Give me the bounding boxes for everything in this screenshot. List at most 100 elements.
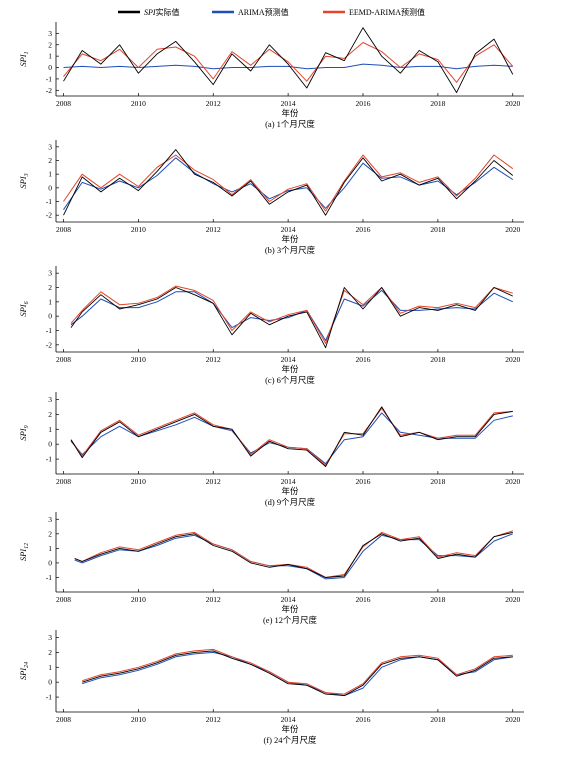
- x-tick-label: 2014: [281, 355, 296, 364]
- y-axis-label: SPI6: [18, 301, 30, 316]
- x-axis-label: 年份: [281, 108, 299, 118]
- x-tick-label: 2010: [131, 355, 146, 364]
- x-tick-label: 2012: [206, 595, 221, 604]
- y-tick-label: 1: [48, 544, 52, 553]
- x-tick-label: 2018: [430, 595, 445, 604]
- series-line-2: [74, 530, 513, 578]
- x-tick-label: 2016: [356, 99, 371, 108]
- y-tick-label: 2: [48, 283, 52, 292]
- y-tick-label: 0: [48, 440, 52, 449]
- x-tick-label: 2018: [430, 225, 445, 234]
- chart-panel-c: 3 2 1 0 -1 -2 2008 2010 2012 2014 2016 2018 2020 SPI6…: [18, 266, 524, 385]
- legend-label-rest: 实际值: [156, 7, 180, 17]
- x-tick-label: 2016: [356, 715, 371, 724]
- y-tick-label: -1: [46, 197, 52, 206]
- series-line-1: [70, 289, 514, 341]
- x-tick-label: 2010: [131, 99, 146, 108]
- y-axis-label: SPI24: [18, 662, 30, 680]
- series-line-2: [70, 285, 513, 344]
- y-tick-label: 3: [48, 395, 52, 404]
- panel-caption: (c) 6个月尺度: [265, 375, 315, 385]
- legend-label-1: ARIMA预测值: [238, 7, 289, 17]
- y-axis-label-base: SPI: [18, 53, 28, 66]
- x-tick-label: 2018: [430, 477, 445, 486]
- x-tick-label: 2016: [356, 477, 371, 486]
- y-tick-label: -2: [46, 340, 52, 349]
- x-tick-label: 2010: [131, 477, 146, 486]
- x-tick-label: 2008: [56, 99, 71, 108]
- y-tick-label: 2: [48, 410, 52, 419]
- y-tick-label: -1: [46, 326, 52, 335]
- panel-caption: (f) 24个月尺度: [263, 735, 317, 745]
- y-axis-label-base: SPI: [18, 303, 28, 316]
- y-tick-label: 2: [48, 648, 52, 657]
- x-tick-label: 2014: [281, 99, 296, 108]
- x-tick-label: 2008: [56, 225, 71, 234]
- x-tick-label: 2008: [56, 715, 71, 724]
- y-tick-label: -1: [46, 74, 52, 83]
- panel-caption: (d) 9个月尺度: [265, 497, 316, 507]
- y-tick-label: -1: [46, 573, 52, 582]
- x-axis-label: 年份: [281, 604, 299, 614]
- x-tick-label: 2008: [56, 477, 71, 486]
- chart-panel-d: 3 2 1 0 -1 2008 2010 2012 2014 2016 2018 2020 SPI9 年份…: [18, 392, 524, 507]
- legend-label-italic: SPI: [144, 8, 156, 17]
- y-tick-label: 1: [48, 52, 52, 61]
- x-tick-label: 2018: [430, 715, 445, 724]
- x-tick-label: 2020: [505, 355, 520, 364]
- y-tick-label: 3: [48, 142, 52, 151]
- y-tick-label: 2: [48, 40, 52, 49]
- y-tick-label: 1: [48, 425, 52, 434]
- series-line-0: [70, 287, 513, 349]
- x-tick-label: 2012: [206, 715, 221, 724]
- y-tick-label: 3: [48, 515, 52, 524]
- x-tick-label: 2014: [281, 715, 296, 724]
- x-tick-label: 2012: [206, 355, 221, 364]
- y-tick-label: 0: [48, 312, 52, 321]
- y-tick-label: 2: [48, 156, 52, 165]
- x-tick-label: 2018: [430, 99, 445, 108]
- y-axis-label: SPI3: [18, 173, 30, 188]
- y-axis-label-base: SPI: [18, 427, 28, 440]
- x-tick-label: 2014: [281, 225, 296, 234]
- y-axis-label-sub: 6: [24, 301, 30, 304]
- x-tick-label: 2020: [505, 477, 520, 486]
- x-tick-label: 2010: [131, 595, 146, 604]
- series-line-2: [63, 154, 514, 212]
- series-line-0: [82, 650, 513, 697]
- y-tick-label: 0: [48, 63, 52, 72]
- x-axis-label: 年份: [281, 724, 299, 734]
- x-axis-label: 年份: [281, 486, 299, 496]
- y-tick-label: 0: [48, 183, 52, 192]
- x-tick-label: 2010: [131, 715, 146, 724]
- y-tick-label: 3: [48, 269, 52, 278]
- y-tick-label: 2: [48, 529, 52, 538]
- x-tick-label: 2014: [281, 477, 296, 486]
- chart-panel-f: 3 2 1 0 -1 2008 2010 2012 2014 2016 2018 2020 SPI24 年…: [18, 630, 524, 745]
- x-tick-label: 2012: [206, 477, 221, 486]
- legend-label-0: SPI实际值: [144, 7, 180, 17]
- legend-label-rest: EEMD-ARIMA预测值: [349, 7, 425, 17]
- y-axis-label-base: SPI: [18, 175, 28, 188]
- x-tick-label: 2012: [206, 225, 221, 234]
- x-tick-label: 2016: [356, 355, 371, 364]
- y-tick-label: 0: [48, 678, 52, 687]
- y-axis-label-sub: 12: [24, 543, 30, 549]
- series-line-1: [63, 157, 514, 210]
- panel-caption: (a) 1个月尺度: [265, 119, 315, 129]
- x-tick-label: 2018: [430, 355, 445, 364]
- x-tick-label: 2016: [356, 595, 371, 604]
- y-tick-label: 1: [48, 170, 52, 179]
- panel-caption: (e) 12个月尺度: [263, 615, 318, 625]
- x-tick-label: 2020: [505, 99, 520, 108]
- y-axis-label-base: SPI: [18, 667, 28, 680]
- series-line-2: [63, 42, 514, 83]
- x-axis-label: 年份: [281, 364, 299, 374]
- y-axis-label-sub: 1: [24, 51, 30, 54]
- y-tick-label: -1: [46, 693, 52, 702]
